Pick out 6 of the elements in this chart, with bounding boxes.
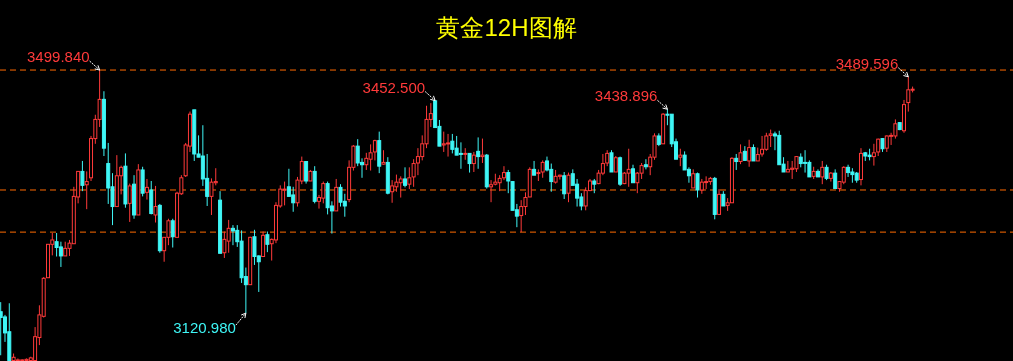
annotation: 3452.500 — [362, 78, 426, 96]
annotation: 3120.980 — [173, 319, 236, 337]
chart-title: 黄金12H图解 — [436, 14, 577, 41]
annotation: 3489.596 — [835, 54, 899, 72]
annotation: 3499.840 — [27, 48, 90, 66]
annotation: 3438.896 — [594, 87, 658, 105]
